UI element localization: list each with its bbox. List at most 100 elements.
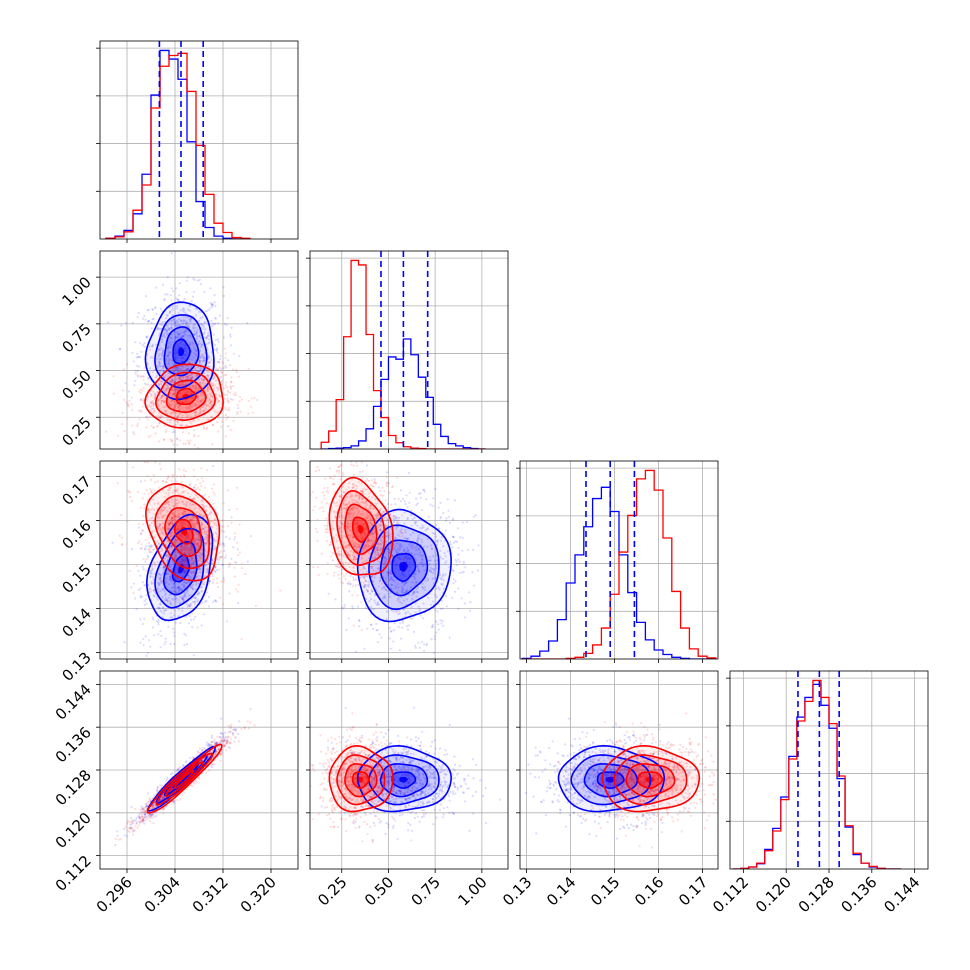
scatter-point xyxy=(205,403,208,407)
scatter-point xyxy=(192,326,195,329)
scatter-point xyxy=(179,383,183,386)
scatter-point xyxy=(464,566,467,569)
scatter-point xyxy=(188,343,191,347)
scatter-point xyxy=(223,397,226,400)
scatter-point xyxy=(185,376,188,379)
scatter-point xyxy=(222,576,225,579)
scatter-point xyxy=(217,338,220,341)
scatter-point xyxy=(179,561,182,564)
scatter-point xyxy=(165,387,168,390)
scatter-point xyxy=(184,538,187,541)
scatter-point xyxy=(416,540,419,543)
scatter-point xyxy=(195,400,198,403)
scatter-point xyxy=(188,334,191,337)
scatter-point xyxy=(166,334,169,337)
scatter-panel-2-0 xyxy=(100,461,298,659)
scatter-point xyxy=(431,532,434,535)
scatter-point xyxy=(171,393,175,396)
scatter-point xyxy=(177,608,181,611)
scatter-point xyxy=(183,354,186,357)
scatter-point xyxy=(181,381,185,384)
scatter-point xyxy=(180,521,183,524)
scatter-point xyxy=(409,533,412,536)
scatter-point xyxy=(168,420,172,423)
scatter-point xyxy=(220,380,223,383)
scatter-point xyxy=(176,499,179,502)
scatter-point xyxy=(170,418,173,422)
scatter-point xyxy=(193,559,196,562)
scatter-point xyxy=(156,560,159,564)
scatter-point xyxy=(188,442,191,445)
scatter-point xyxy=(166,559,169,562)
scatter-point xyxy=(223,347,226,350)
scatter-point xyxy=(166,599,169,603)
scatter-point xyxy=(216,577,219,580)
scatter-point xyxy=(163,400,166,403)
scatter-point xyxy=(190,585,193,589)
scatter-point xyxy=(184,316,187,319)
scatter-point xyxy=(177,333,180,336)
scatter-point xyxy=(388,550,391,554)
scatter-point xyxy=(200,367,203,370)
scatter-point xyxy=(163,327,166,331)
scatter-point xyxy=(214,566,217,569)
scatter-point xyxy=(410,509,413,512)
scatter-point xyxy=(171,305,174,308)
scatter-point xyxy=(132,431,135,434)
scatter-point xyxy=(164,637,167,640)
scatter-point xyxy=(211,382,214,385)
scatter-point xyxy=(356,464,359,467)
scatter-point xyxy=(179,412,182,415)
scatter-point xyxy=(181,322,184,325)
scatter-point xyxy=(191,540,195,543)
scatter-point xyxy=(458,560,461,563)
scatter-point xyxy=(207,354,210,357)
scatter-point xyxy=(199,408,202,411)
scatter-point xyxy=(207,605,211,608)
hist-axes-2 xyxy=(516,460,719,663)
scatter-point xyxy=(156,357,159,360)
scatter-point xyxy=(161,415,164,418)
scatter-point xyxy=(179,309,182,312)
scatter-point xyxy=(153,394,156,397)
scatter-point xyxy=(162,370,165,373)
scatter-point xyxy=(189,439,192,442)
scatter-point xyxy=(163,514,167,517)
scatter-point xyxy=(158,422,161,425)
scatter-point xyxy=(174,557,177,561)
scatter-point xyxy=(174,356,177,359)
scatter-point xyxy=(211,303,214,306)
scatter-point xyxy=(157,405,160,409)
scatter-point xyxy=(202,424,205,427)
scatter-point xyxy=(181,366,185,370)
scatter-point xyxy=(180,544,183,547)
scatter-point xyxy=(152,390,155,393)
scatter-point xyxy=(171,379,174,382)
scatter-point xyxy=(174,423,177,427)
scatter-point xyxy=(150,551,153,554)
scatter-point xyxy=(224,364,227,367)
scatter-point xyxy=(216,386,219,389)
scatter-point xyxy=(177,586,180,589)
scatter-point xyxy=(176,528,179,531)
scatter-point xyxy=(134,372,137,375)
scatter-point xyxy=(210,304,213,307)
scatter-point xyxy=(177,345,180,348)
scatter-point xyxy=(162,612,165,615)
scatter-point xyxy=(175,324,178,327)
scatter-point xyxy=(193,429,196,432)
scatter-point xyxy=(206,386,209,389)
scatter-point xyxy=(173,582,176,585)
scatter-point xyxy=(169,404,172,407)
scatter-point xyxy=(471,548,475,552)
scatter-point xyxy=(440,582,443,585)
scatter-point xyxy=(170,564,173,567)
scatter-point xyxy=(412,531,415,534)
scatter-point xyxy=(199,400,202,403)
scatter-point xyxy=(403,548,406,551)
scatter-point xyxy=(147,395,150,398)
scatter-point xyxy=(414,644,417,647)
scatter-point xyxy=(191,545,194,548)
scatter-point xyxy=(232,384,235,388)
scatter-point xyxy=(131,351,134,354)
